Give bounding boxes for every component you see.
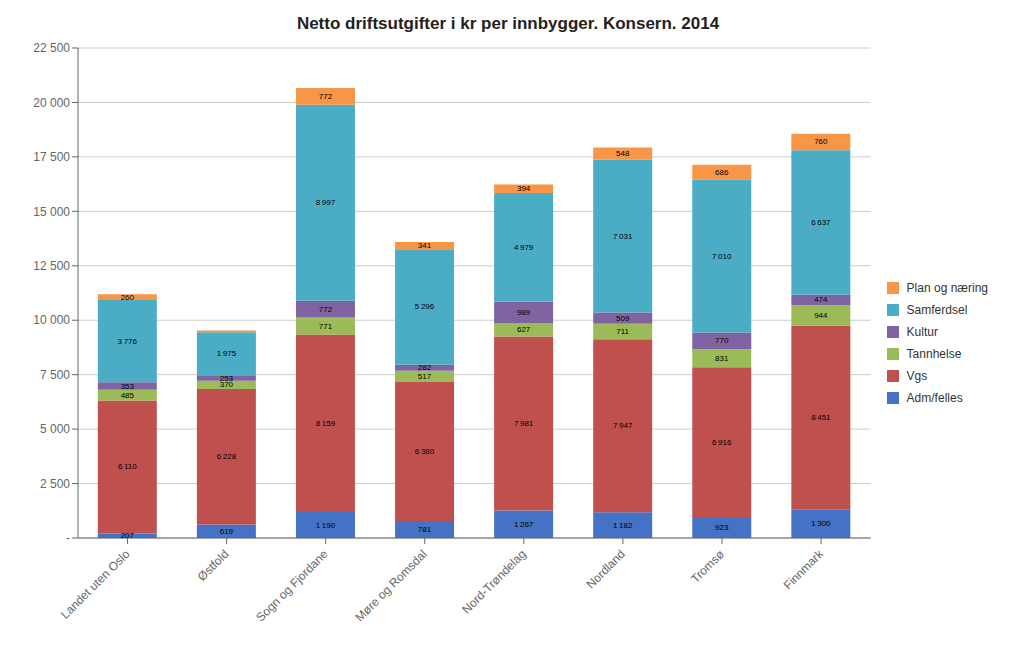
svg-text:12 500: 12 500 <box>33 259 70 273</box>
svg-text:Møre og Romsdal: Møre og Romsdal <box>352 547 429 624</box>
svg-text:6 637: 6 637 <box>811 218 831 227</box>
html-text:Kultur: Kultur <box>906 325 938 339</box>
svg-text:5 000: 5 000 <box>40 422 70 436</box>
svg-text:686: 686 <box>715 168 729 177</box>
svg-text:509: 509 <box>616 314 630 323</box>
svg-text:627: 627 <box>517 325 531 334</box>
svg-text:6 380: 6 380 <box>415 447 435 456</box>
svg-text:989: 989 <box>517 308 531 317</box>
svg-text:781: 781 <box>418 525 432 534</box>
svg-text:6 228: 6 228 <box>217 452 237 461</box>
svg-text:6 916: 6 916 <box>712 438 732 447</box>
svg-text:923: 923 <box>715 523 729 532</box>
svg-text:Østfold: Østfold <box>195 547 232 584</box>
svg-text:4 979: 4 979 <box>514 243 534 252</box>
svg-text:341: 341 <box>418 241 432 250</box>
html-text:Vgs: Vgs <box>906 369 928 383</box>
svg-text:10 000: 10 000 <box>33 313 70 327</box>
svg-text:394: 394 <box>517 184 531 193</box>
svg-text:5 296: 5 296 <box>415 302 435 311</box>
svg-text:3 776: 3 776 <box>118 337 138 346</box>
svg-text:282: 282 <box>418 363 432 372</box>
html-text:Adm/felles: Adm/felles <box>906 391 963 405</box>
svg-text:1 300: 1 300 <box>811 519 831 528</box>
svg-text:831: 831 <box>715 354 729 363</box>
svg-text:Finnmark: Finnmark <box>781 546 827 592</box>
svg-text:Tromsø: Tromsø <box>688 547 727 586</box>
svg-text:7 981: 7 981 <box>514 419 534 428</box>
svg-text:22 500: 22 500 <box>33 41 70 55</box>
html-text:Netto driftsutgifter i kr per: Netto driftsutgifter i kr per innbygger.… <box>296 14 720 33</box>
svg-text:548: 548 <box>616 149 630 158</box>
svg-text:15 000: 15 000 <box>33 205 70 219</box>
svg-text:711: 711 <box>616 327 629 336</box>
svg-text:20 000: 20 000 <box>33 96 70 110</box>
svg-text:207: 207 <box>121 531 135 540</box>
svg-text:8 159: 8 159 <box>316 419 336 428</box>
svg-text:7 031: 7 031 <box>613 232 633 241</box>
svg-text:17 500: 17 500 <box>33 150 70 164</box>
svg-text:260: 260 <box>121 293 135 302</box>
svg-text:944: 944 <box>814 311 828 320</box>
svg-text:7 010: 7 010 <box>712 252 732 261</box>
svg-text:760: 760 <box>814 137 828 146</box>
svg-text:485: 485 <box>121 391 135 400</box>
svg-text:6 110: 6 110 <box>118 462 137 471</box>
svg-text:1 190: 1 190 <box>316 521 336 530</box>
svg-text:Landet uten Oslo: Landet uten Oslo <box>58 547 133 622</box>
svg-text:770: 770 <box>715 336 729 345</box>
svg-text:Nord-Trøndelag: Nord-Trøndelag <box>459 547 528 616</box>
svg-text:7 947: 7 947 <box>613 421 633 430</box>
svg-text:1 182: 1 182 <box>613 521 633 530</box>
svg-text:2 500: 2 500 <box>40 477 70 491</box>
svg-text:619: 619 <box>220 527 234 536</box>
svg-text:772: 772 <box>319 92 333 101</box>
svg-text:1 267: 1 267 <box>514 520 534 529</box>
svg-text:1 975: 1 975 <box>217 349 237 358</box>
svg-text:Nordland: Nordland <box>584 547 628 591</box>
svg-text:8 451: 8 451 <box>811 413 831 422</box>
svg-text:7 500: 7 500 <box>40 368 70 382</box>
svg-text:353: 353 <box>121 382 135 391</box>
html-text:Tannhelse: Tannhelse <box>906 347 962 361</box>
svg-text:474: 474 <box>814 295 828 304</box>
svg-text:253: 253 <box>220 374 234 383</box>
svg-text:8 997: 8 997 <box>316 198 336 207</box>
svg-text:517: 517 <box>418 372 432 381</box>
html-text:Samferdsel: Samferdsel <box>906 303 968 317</box>
svg-text:370: 370 <box>219 380 234 390</box>
svg-text:-: - <box>66 531 70 545</box>
svg-text:Sogn og Fjordane: Sogn og Fjordane <box>253 547 331 625</box>
svg-text:771: 771 <box>319 322 333 331</box>
svg-text:772: 772 <box>319 305 333 314</box>
html-text:Plan og næring: Plan og næring <box>906 281 988 295</box>
